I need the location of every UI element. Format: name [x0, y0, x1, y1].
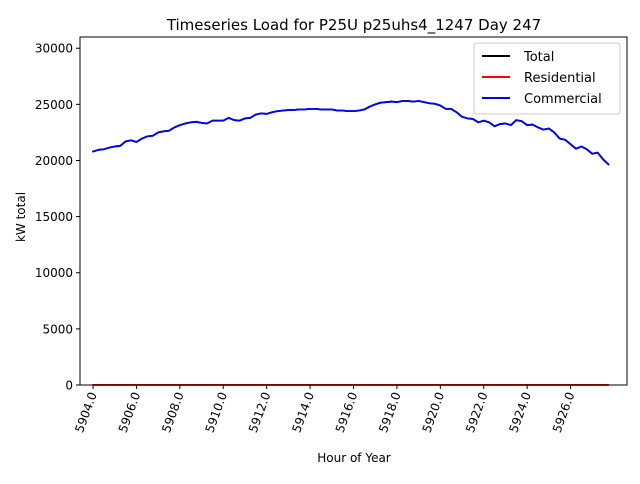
- legend-frame: [473, 42, 621, 115]
- y-tick-label: 0: [65, 379, 73, 393]
- legend-label-residential: Residential: [524, 71, 596, 86]
- series-line-commercial: [92, 100, 610, 166]
- y-tick-label: 5000: [42, 322, 73, 336]
- y-tick-label: 10000: [35, 266, 73, 280]
- chart-title: Timeseries Load for P25U p25uhs4_1247 Da…: [166, 16, 541, 35]
- legend: Total Residential Commercial: [473, 42, 621, 115]
- x-axis-label: Hour of Year: [317, 451, 391, 465]
- y-tick-label: 20000: [35, 154, 73, 168]
- y-axis-label: kW total: [14, 192, 28, 242]
- y-tick-label: 15000: [35, 210, 73, 224]
- legend-label-commercial: Commercial: [524, 92, 602, 107]
- legend-label-total: Total: [523, 50, 554, 65]
- y-tick-label: 25000: [35, 98, 73, 112]
- y-tick-label: 30000: [35, 42, 73, 56]
